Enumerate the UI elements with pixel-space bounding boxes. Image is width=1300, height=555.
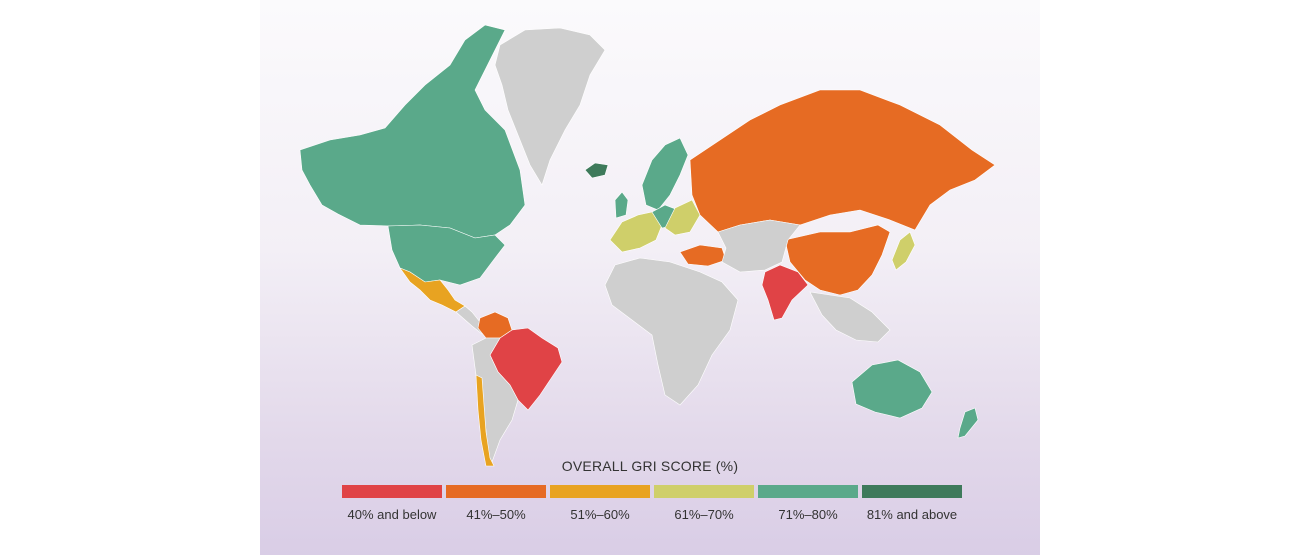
legend-label: 81% and above [866,507,958,522]
region-africa[interactable] [604,257,739,406]
region-greenland[interactable] [494,27,606,186]
world-map [299,24,996,467]
legend-label: 61%–70% [674,507,734,522]
region-central-asia[interactable] [717,219,801,273]
region-southeast-asia[interactable] [809,291,891,343]
legend-item-71-80: 71%–80% [758,485,858,522]
legend-item-40-below: 40% and below [342,485,442,522]
region-eastern-europe[interactable] [664,199,701,236]
legend-item-61-70: 61%–70% [654,485,754,522]
legend-item-81-above: 81% and above [862,485,962,522]
region-canada[interactable] [299,24,526,239]
legend-label: 71%–80% [778,507,838,522]
legend-title: OVERALL GRI SCORE (%) [561,458,739,474]
region-new-zealand[interactable] [957,407,979,439]
region-china[interactable] [784,224,891,296]
legend-item-41-50: 41%–50% [446,485,546,522]
legend-item-51-60: 51%–60% [550,485,650,522]
legend-label: 40% and below [347,507,437,522]
region-australia[interactable] [851,359,933,419]
legend-swatch [446,485,546,498]
region-chile[interactable] [475,374,495,467]
legend-swatch [758,485,858,498]
region-japan[interactable] [891,231,916,271]
legend-label: 51%–60% [570,507,630,522]
region-western-europe[interactable] [609,211,663,253]
legend-swatch [342,485,442,498]
region-india[interactable] [761,264,809,321]
legend-swatch [654,485,754,498]
legend: OVERALL GRI SCORE (%) 40% and below 41%–… [260,458,1040,555]
region-russia[interactable] [689,89,996,233]
region-uk[interactable] [614,191,629,219]
map-panel: OVERALL GRI SCORE (%) 40% and below 41%–… [260,0,1040,555]
legend-label: 41%–50% [466,507,526,522]
legend-swatch [550,485,650,498]
region-iceland[interactable] [584,162,609,179]
region-turkey[interactable] [679,244,727,267]
legend-swatch [862,485,962,498]
region-scandinavia[interactable] [641,137,689,211]
